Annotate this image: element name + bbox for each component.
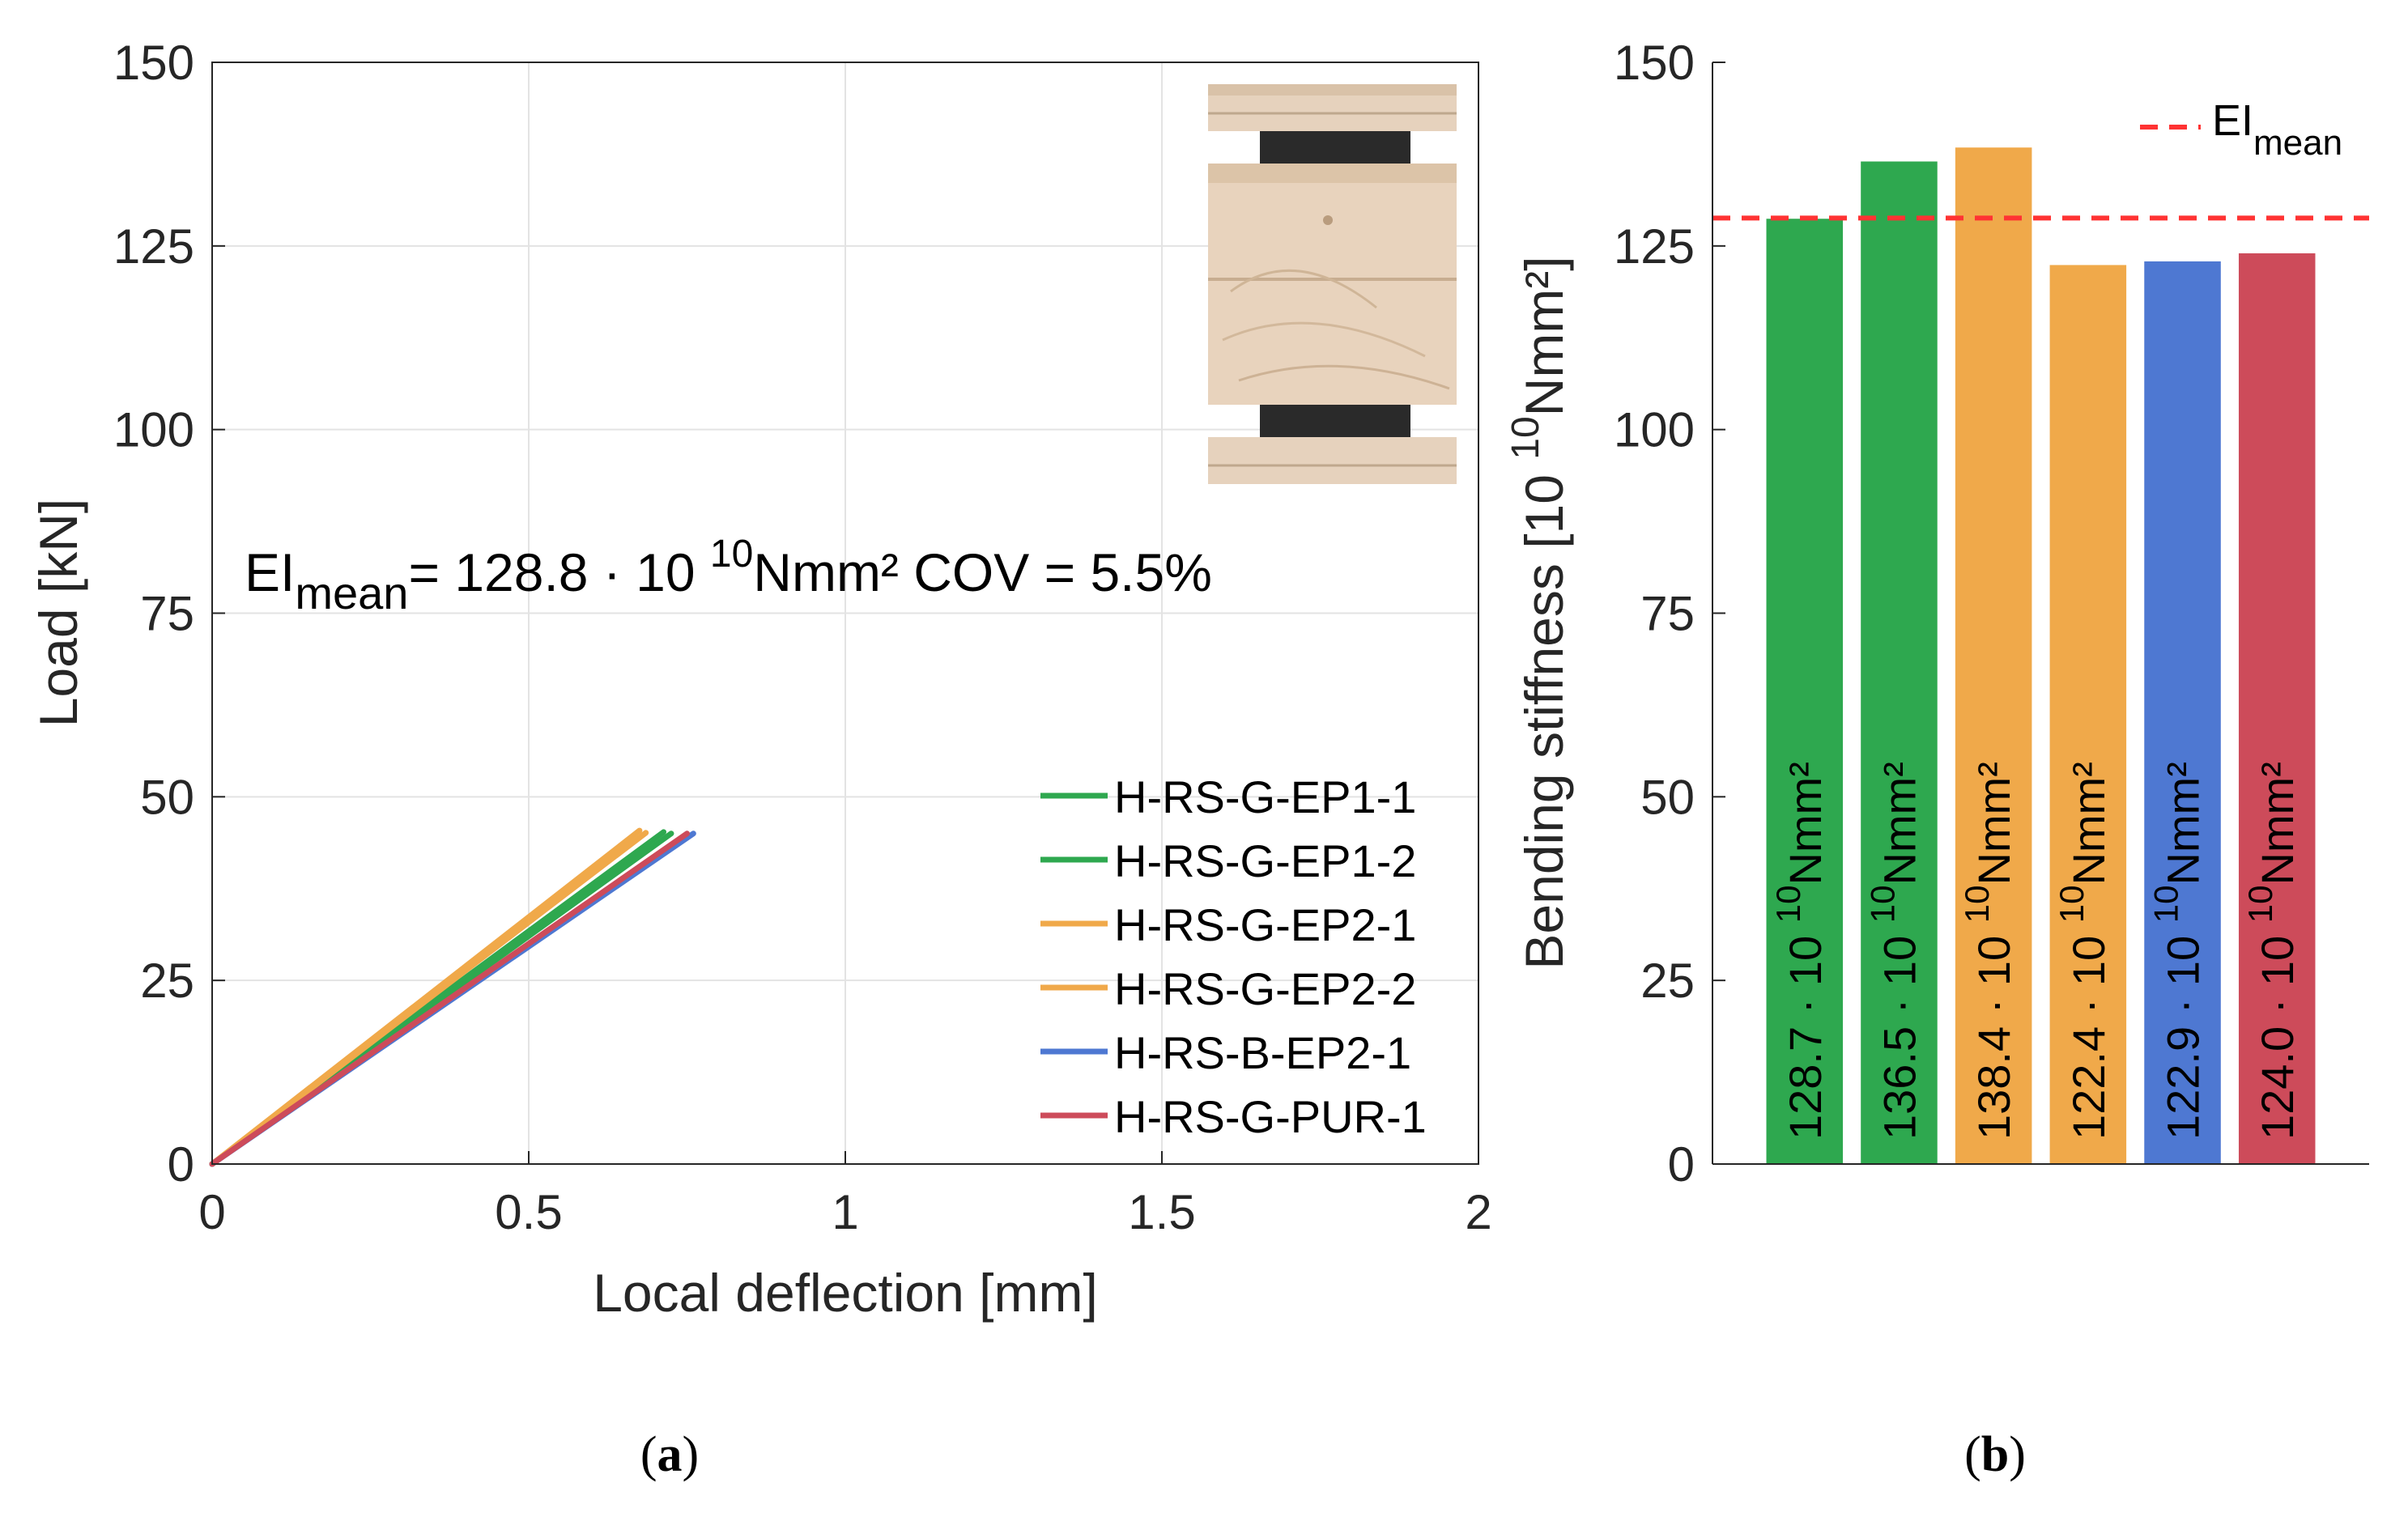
y-tick-label: 100 [1614,403,1695,457]
beam-cross-section-photo [1208,84,1457,484]
series-lines [209,827,696,1167]
legend-label: H-RS-G-PUR-1 [1114,1091,1427,1142]
bar-value-label: 124.0 · 10 10Nmm² [2241,762,2303,1140]
x-tick-label: 0.5 [495,1185,562,1239]
x-tick-label: 2 [1465,1185,1491,1239]
y-tick-label: 25 [1640,954,1695,1008]
legend-label: H-RS-G-EP2-2 [1114,963,1416,1014]
bar-value-label: 122.4 · 10 10Nmm² [2053,762,2114,1140]
y-axis-label: Bending stiffness [10 10Nmm²] [1504,256,1574,969]
legend-label: H-RS-G-EP1-1 [1114,771,1416,822]
y-tick-label: 75 [140,587,194,641]
bar [2238,253,2316,1164]
bars [1766,147,2316,1165]
x-axis-label: Local deflection [mm] [593,1263,1098,1323]
legend-label: H-RS-G-EP1-2 [1114,835,1416,886]
bar-value-label: 122.9 · 10 10Nmm² [2147,762,2209,1140]
axis-ticks: 0 0.5 1 1.5 2 0 25 50 75 100 125 150 [113,36,1492,1239]
y-axis-label: Load [kN] [28,499,88,728]
bar-value-label: 136.5 · 10 10Nmm² [1863,762,1925,1140]
line-chart-panel: 0 0.5 1 1.5 2 0 25 50 75 100 125 150 EImean= 128.8 … [28,36,1492,1323]
ei-annotation: EImean= 128.8 · 10 10Nmm² COV = 5.5% [245,533,1212,618]
legend-label: H-RS-G-EP2-1 [1114,899,1416,950]
x-tick-label: 1.5 [1128,1185,1195,1239]
bar [1861,161,1938,1165]
y-tick-label: 0 [168,1137,194,1192]
y-tick-label: 150 [1614,36,1695,90]
x-tick-label: 0 [198,1185,225,1239]
series-line [209,830,649,1167]
y-tick-label: 100 [113,403,194,457]
bar-value-label: 138.4 · 10 10Nmm² [1958,762,2019,1140]
y-tick-label: 75 [1640,587,1695,641]
bar [1955,147,2032,1164]
caption-b: (b) [1964,1427,2026,1482]
bar-value-labels: 128.7 · 10 10Nmm² 136.5 · 10 10Nmm² 138.4 … [1769,762,2303,1140]
legend-label: EImean [2212,96,2342,163]
y-tick-label: 25 [140,954,194,1008]
caption-a: (a) [640,1427,699,1482]
x-tick-label: 1 [832,1185,858,1239]
y-tick-label: 125 [1614,219,1695,274]
y-tick-label: 50 [140,770,194,824]
y-tick-label: 0 [1668,1137,1695,1192]
bar [2144,261,2221,1164]
bar-chart-panel: 0 25 50 75 100 125 150 128.7 · 10 10Nmm² 136.5 … [1504,36,2369,1192]
bar [2049,265,2127,1164]
legend: EImean [2140,96,2342,163]
series-line [209,831,690,1167]
y-tick-label: 50 [1640,770,1695,824]
legend-label: H-RS-B-EP2-1 [1114,1027,1411,1078]
y-tick-label: 150 [113,36,194,90]
bar [1766,219,1844,1165]
bar-value-label: 128.7 · 10 10Nmm² [1769,762,1831,1140]
y-tick-label: 125 [113,219,194,274]
axis: 0 25 50 75 100 125 150 [1614,36,2369,1192]
legend: H-RS-G-EP1-1 H-RS-G-EP1-2 H-RS-G-EP2-1 H-RS… [1040,771,1427,1142]
